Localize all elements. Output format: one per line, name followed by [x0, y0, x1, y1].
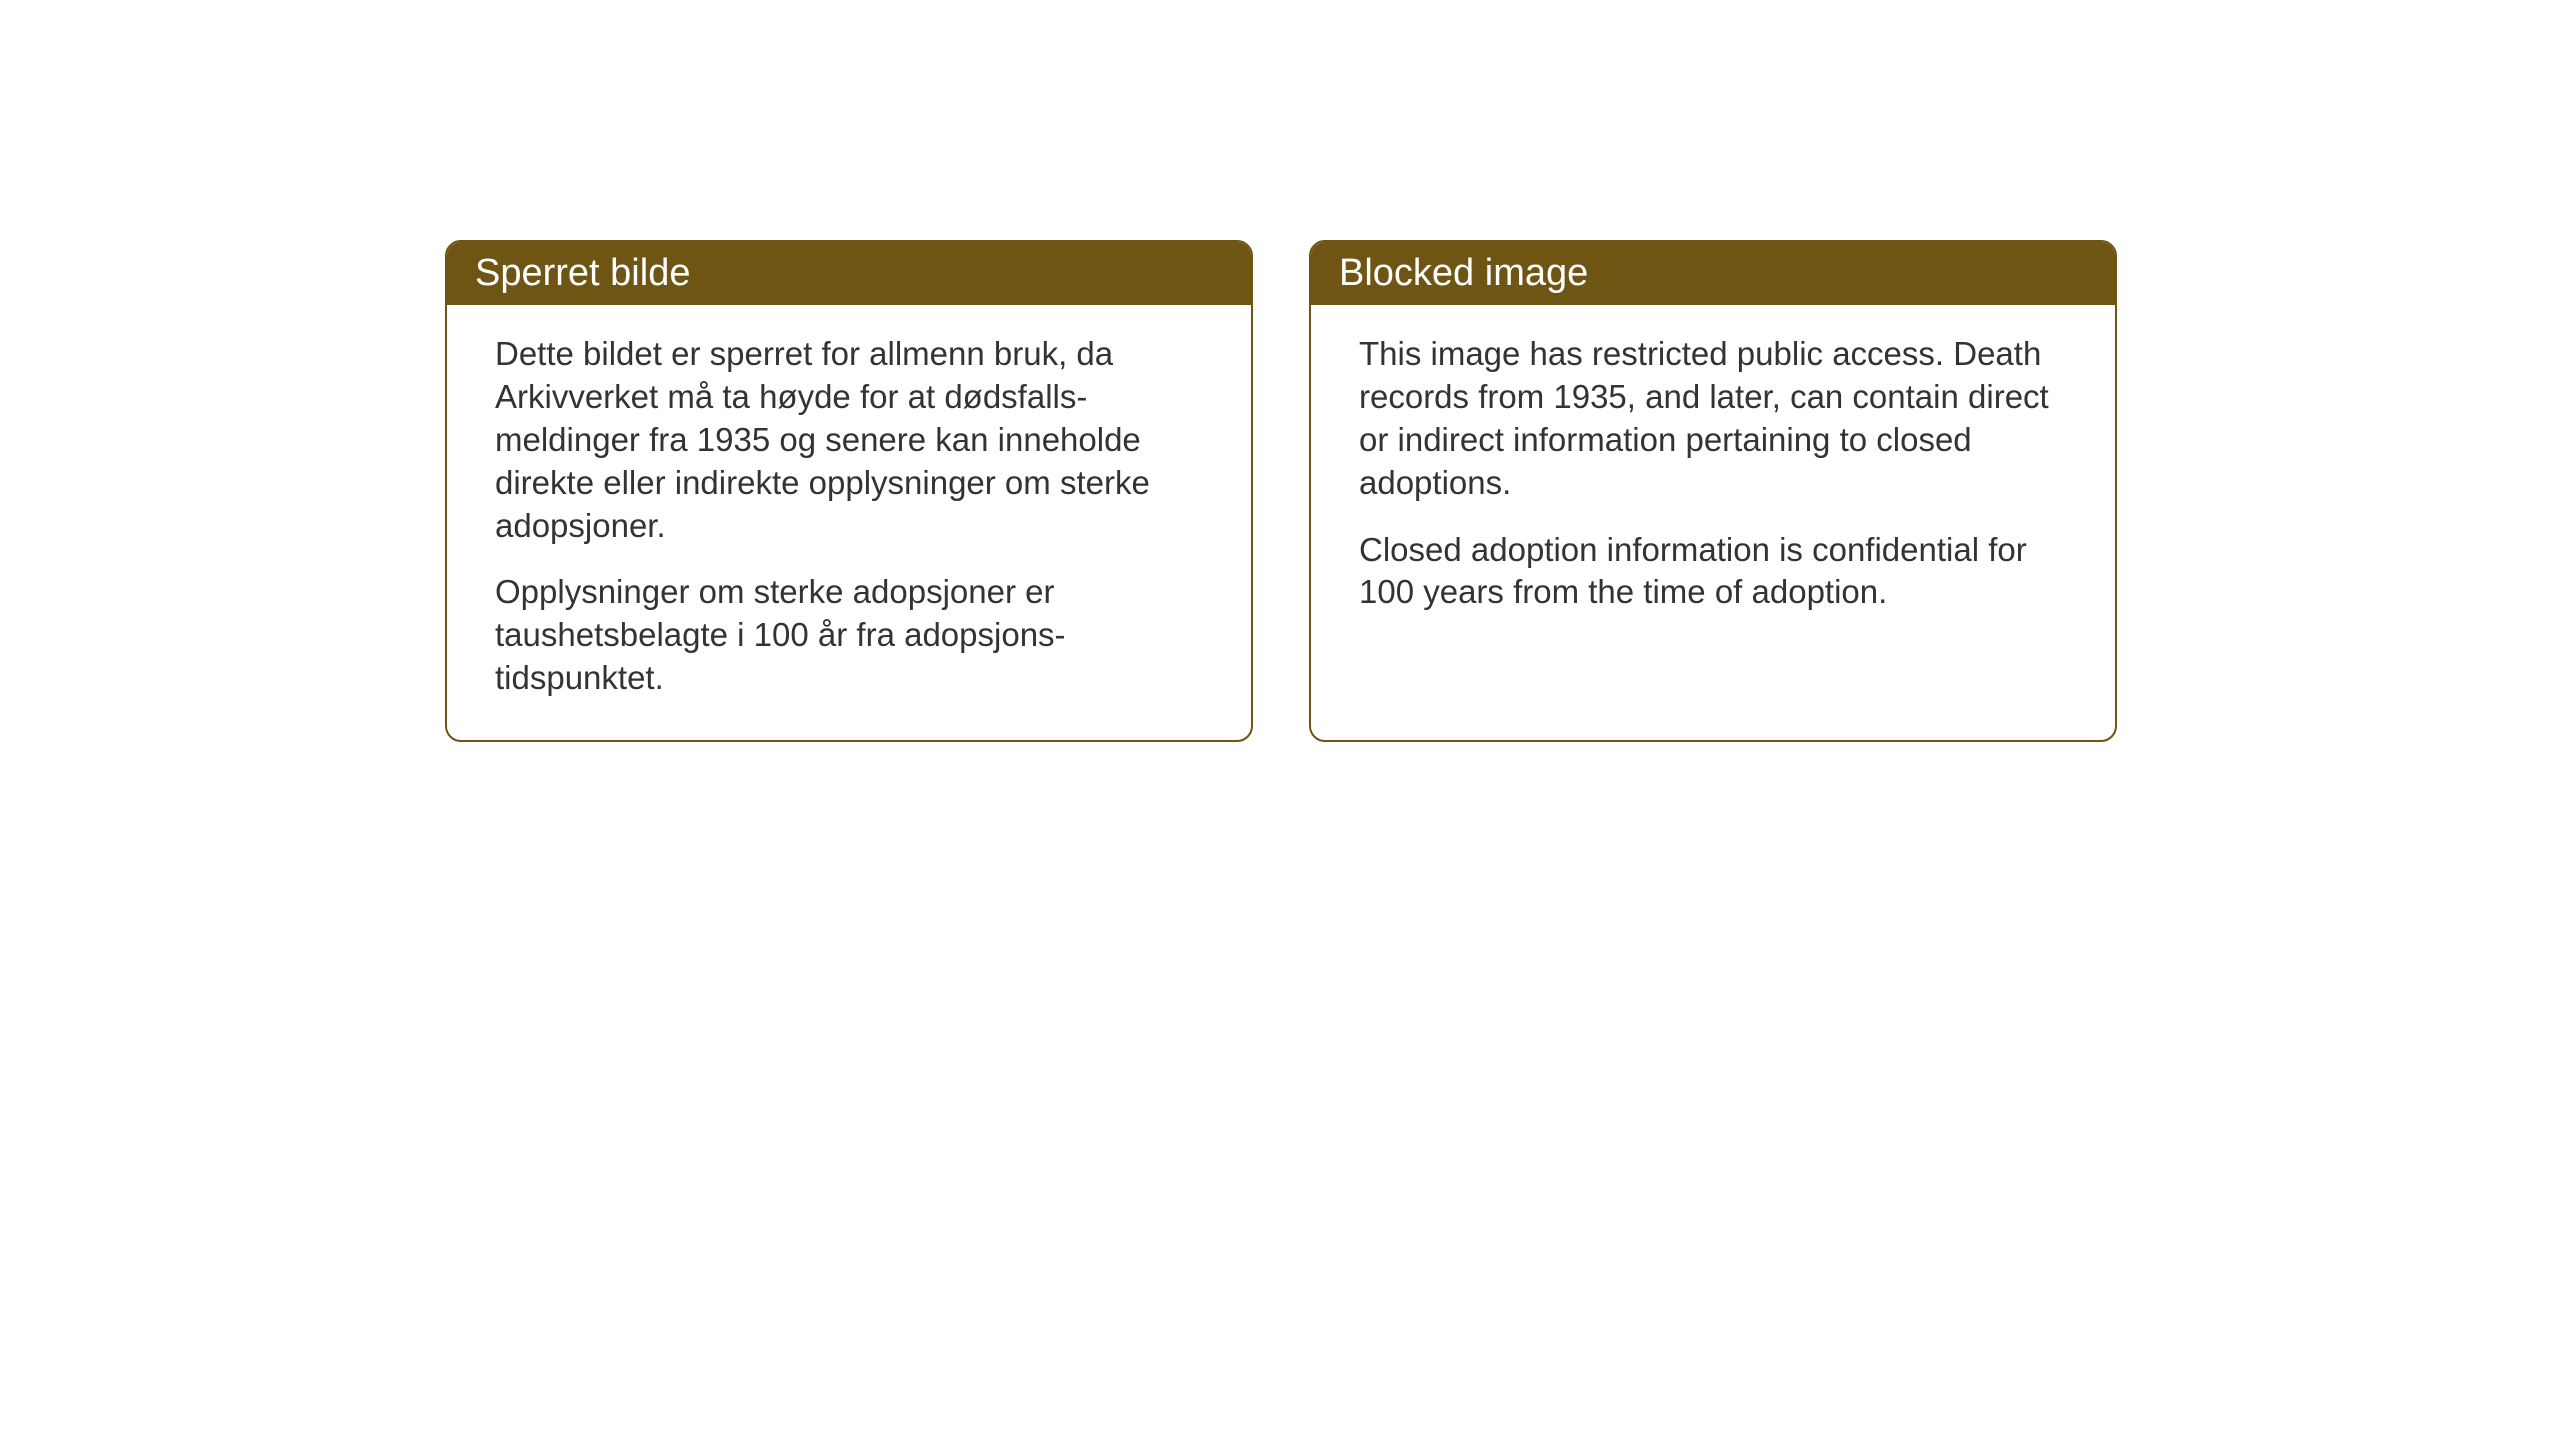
card-english: Blocked image This image has restricted …	[1309, 240, 2117, 742]
card-title-norwegian: Sperret bilde	[475, 252, 690, 294]
card-norwegian: Sperret bilde Dette bildet er sperret fo…	[445, 240, 1253, 742]
card-header-norwegian: Sperret bilde	[447, 242, 1251, 305]
card-body-norwegian: Dette bildet er sperret for allmenn bruk…	[447, 305, 1251, 740]
card-paragraph-english-2: Closed adoption information is confident…	[1359, 529, 2067, 615]
card-paragraph-norwegian-1: Dette bildet er sperret for allmenn bruk…	[495, 333, 1203, 547]
card-paragraph-english-1: This image has restricted public access.…	[1359, 333, 2067, 505]
card-body-english: This image has restricted public access.…	[1311, 305, 2115, 654]
card-title-english: Blocked image	[1339, 252, 1588, 294]
cards-container: Sperret bilde Dette bildet er sperret fo…	[445, 240, 2117, 742]
card-paragraph-norwegian-2: Opplysninger om sterke adopsjoner er tau…	[495, 571, 1203, 700]
card-header-english: Blocked image	[1311, 242, 2115, 305]
